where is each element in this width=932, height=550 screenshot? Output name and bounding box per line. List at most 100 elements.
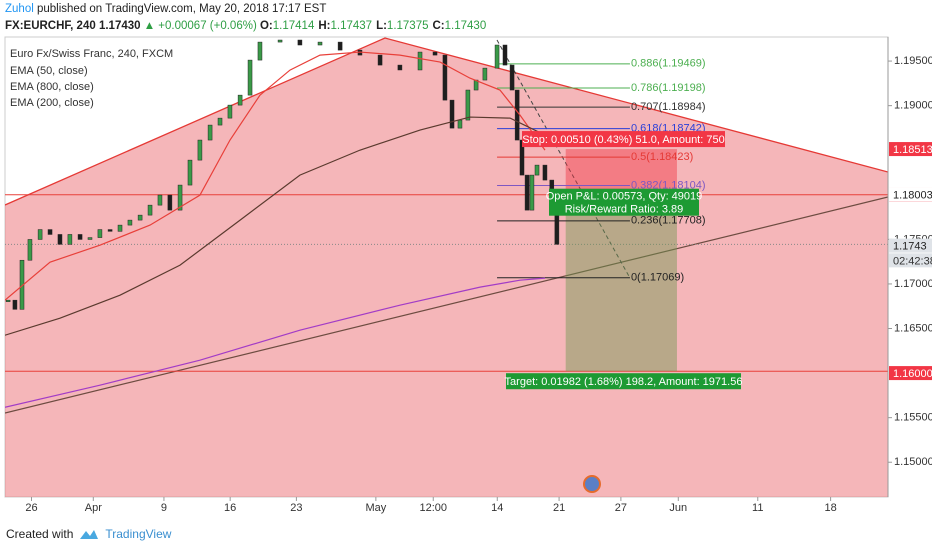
candle — [457, 119, 463, 129]
ema-line — [5, 277, 546, 408]
candle — [87, 237, 93, 240]
pnl-label: Open P&L: 0.00573, Qty: 49019 — [546, 191, 703, 203]
candle — [57, 234, 63, 245]
candle — [227, 104, 233, 119]
y-tick-label: 1.16500 — [894, 322, 932, 334]
last-price: 1.17430 — [98, 20, 141, 32]
ohlc-value: 1.17437 — [330, 20, 373, 32]
fib-label: 0.786(1.19198) — [631, 82, 706, 94]
x-tick-label: Jun — [669, 502, 687, 514]
ohlc-value: 1.17414 — [272, 20, 315, 32]
ohlc: O:1.17414 H:1.17437 L:1.17375 C:1.17430 — [260, 20, 490, 32]
candle — [257, 41, 263, 61]
candle — [67, 234, 73, 245]
candle — [247, 59, 253, 96]
candle — [157, 194, 163, 206]
trend-line — [5, 196, 888, 414]
ema-line — [5, 51, 546, 301]
y-tick-label: 1.15500 — [894, 412, 932, 424]
y-tick-label: 1.19500 — [894, 55, 932, 67]
candle — [237, 94, 243, 106]
rr-label-bg — [549, 201, 699, 216]
candle — [167, 194, 173, 211]
x-tick-label: Apr — [85, 502, 102, 514]
x-tick-label: 16 — [224, 502, 236, 514]
symbol-bar: FX:EURCHF, 240 1.17430 ▲ +0.00067 (+0.06… — [5, 20, 490, 32]
candle — [197, 139, 203, 161]
target-label-bg — [506, 373, 741, 390]
price-label: 1.16000 — [893, 368, 932, 380]
candle — [277, 39, 283, 43]
candle — [137, 214, 143, 221]
candle — [502, 44, 508, 66]
countdown-bg — [889, 253, 932, 268]
candle — [5, 299, 11, 302]
ohlc-value: 1.17375 — [386, 20, 429, 32]
published: published on TradingView.com, May 20, 20… — [36, 3, 327, 15]
brand[interactable]: TradingView — [105, 527, 172, 541]
candle — [509, 64, 515, 91]
legend-entry: EMA (50, close) — [10, 65, 88, 77]
candle — [317, 41, 323, 46]
candle — [377, 54, 383, 66]
triangle-lines — [5, 37, 888, 206]
candle — [482, 67, 488, 81]
ohlc-key: H: — [318, 20, 331, 32]
x-tick-label: 9 — [161, 502, 167, 514]
candle — [397, 64, 403, 71]
price-label-bg — [889, 142, 932, 157]
change: ▲ +0.00067 (+0.06%) — [143, 20, 257, 32]
ohlc-key: L: — [376, 20, 387, 32]
candle — [519, 139, 525, 176]
candle — [12, 299, 18, 310]
logo — [80, 530, 99, 539]
candle — [534, 164, 540, 176]
candle — [554, 214, 560, 245]
legend-entry: EMA (200, close) — [10, 97, 94, 109]
price-label-bg — [889, 366, 932, 381]
x-tick-label: 21 — [553, 502, 565, 514]
pnl-label-bg — [549, 188, 699, 203]
legend-title: Euro Fx/Swiss Franc, 240, FXCM — [10, 48, 173, 60]
fib-label: 0.886(1.19469) — [631, 58, 706, 70]
y-tick-label: 1.17000 — [894, 278, 932, 290]
chart: 0.886(1.19469) 0.786(1.19198) 0.707(1.1898… — [4, 36, 932, 514]
candle — [117, 224, 123, 232]
x-tick-label: May — [365, 502, 386, 514]
candle — [97, 229, 103, 238]
candle — [494, 44, 500, 69]
candle — [432, 51, 438, 56]
candle — [465, 89, 471, 121]
candle — [449, 99, 455, 129]
footer: Created with TradingView — [6, 527, 171, 541]
candle — [529, 174, 535, 211]
x-tick-label: 11 — [752, 502, 763, 514]
target-label: Target: 0.01982 (1.68%) 198.2, Amount: 1… — [505, 376, 743, 388]
candle — [337, 41, 343, 51]
price-label: 1.18513 — [893, 144, 932, 156]
author[interactable]: Zuhol — [5, 3, 34, 15]
ohlc-key: C: — [432, 20, 445, 32]
legend-entry: EMA (800, close) — [10, 81, 94, 93]
y-tick-label: 1.19000 — [894, 100, 932, 112]
fib-label: 0.382(1.18104) — [631, 179, 706, 191]
price-label-bg — [889, 187, 932, 202]
x-tick-label: 12:00 — [419, 502, 447, 514]
symbol: FX:EURCHF, 240 — [5, 20, 96, 32]
price-label: 1.18003 — [893, 189, 932, 201]
price-label: 1.1743 — [893, 241, 927, 253]
fib-label: 0.5(1.18423) — [631, 151, 693, 163]
ohlc-key: O: — [259, 20, 273, 32]
candle — [127, 219, 133, 226]
y-tick-label: 1.15000 — [894, 456, 932, 468]
price-label-bg — [889, 238, 932, 253]
candle — [27, 239, 33, 261]
candle — [37, 229, 43, 240]
x-tick-label: 27 — [615, 502, 627, 514]
rr-label: Risk/Reward Ratio: 3.89 — [565, 204, 684, 216]
event-icon[interactable] — [583, 475, 601, 493]
stop-label: Stop: 0.00510 (0.43%) 51.0, Amount: 750 — [522, 134, 724, 146]
candle — [514, 89, 520, 141]
candle — [524, 174, 530, 211]
stop-label-bg — [522, 131, 725, 148]
